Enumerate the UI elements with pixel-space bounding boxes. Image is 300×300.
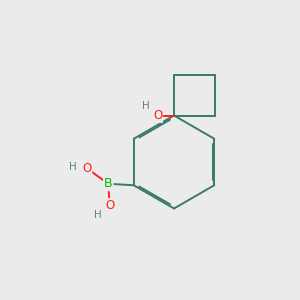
Text: H: H bbox=[94, 210, 102, 220]
Text: O: O bbox=[153, 109, 162, 122]
Text: B: B bbox=[104, 177, 112, 190]
Text: H: H bbox=[69, 162, 77, 172]
Text: O: O bbox=[105, 199, 114, 212]
Text: O: O bbox=[82, 162, 91, 175]
Text: H: H bbox=[142, 101, 150, 111]
